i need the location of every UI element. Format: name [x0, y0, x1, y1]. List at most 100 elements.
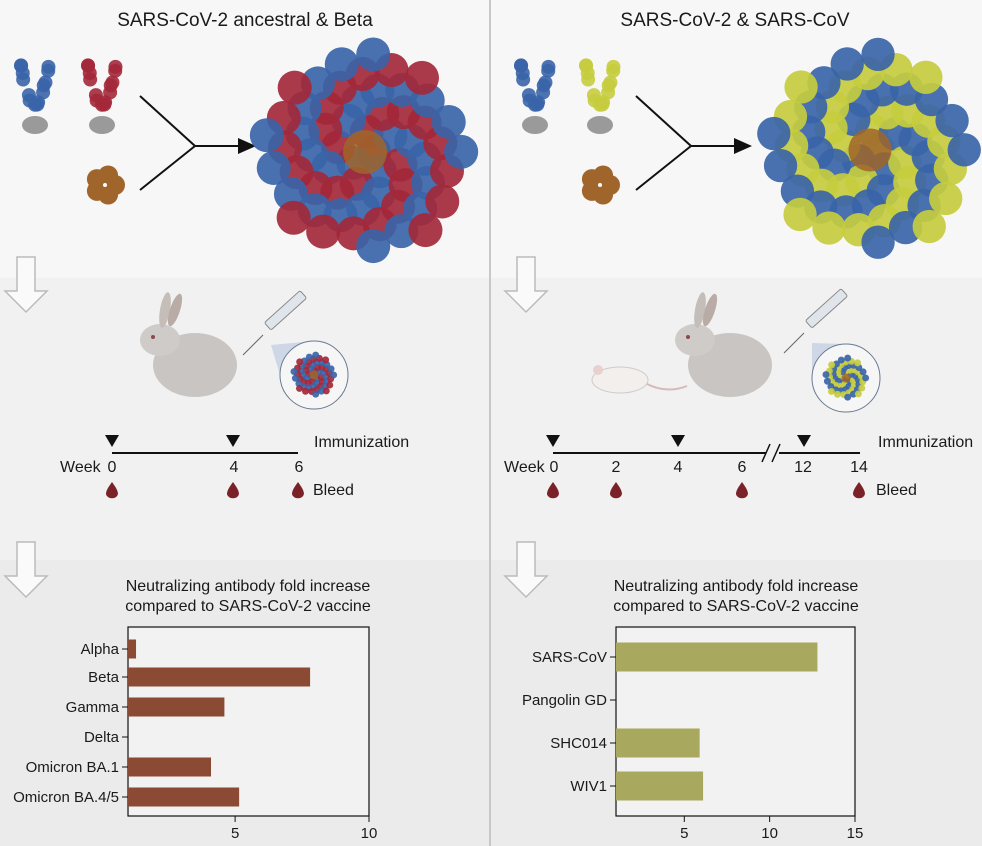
scaffold-blob: [593, 165, 614, 186]
mouse-tail: [646, 383, 688, 391]
particle-blob: [322, 356, 330, 364]
immunization-label-left: Immunization: [314, 434, 410, 451]
particle-core: [848, 128, 892, 172]
particle-blob: [249, 118, 284, 153]
particle-blob: [823, 377, 831, 385]
bar-beta: [128, 667, 311, 687]
particle-blob: [296, 358, 304, 366]
particle-blob: [854, 359, 862, 367]
particle-blob: [784, 70, 818, 104]
syringe-barrel: [805, 288, 848, 328]
particle-blob: [295, 384, 303, 392]
spike-blob: [16, 72, 31, 87]
spike-blob: [41, 59, 56, 74]
particle-blob: [384, 214, 419, 249]
scaffold-center: [598, 183, 602, 187]
spike-blob: [581, 72, 596, 87]
spike-blob: [595, 97, 610, 112]
particle-blob: [291, 374, 299, 382]
y-tick-label: Gamma: [66, 699, 120, 716]
particle-blob: [849, 390, 857, 398]
week-prefix-right: Week: [504, 459, 545, 476]
y-tick-label: SHC014: [550, 735, 607, 752]
immunization-marker-icon: [797, 435, 811, 447]
merge-line: [635, 95, 736, 191]
particle-blob: [306, 214, 341, 249]
particle-blob: [929, 181, 963, 216]
immunization-marker-icon: [671, 435, 685, 447]
nanoparticle-inset: [290, 351, 338, 398]
week-label: 0: [549, 459, 559, 476]
particle-blob: [757, 116, 791, 151]
y-tick-label: Beta: [88, 669, 120, 686]
particle-blob: [822, 371, 830, 379]
panel-title-left: SARS-CoV-2 ancestral & Beta: [117, 10, 373, 31]
particle-blob: [830, 47, 864, 81]
panel-divider: [489, 0, 491, 846]
scaffold-blob: [98, 165, 119, 186]
bleed-label-right: Bleed: [876, 482, 917, 499]
spike-blob: [516, 72, 531, 87]
rabbit-icon: [140, 292, 237, 397]
down-arrow-icon: [503, 256, 549, 314]
immunization-marker-icon: [546, 435, 560, 447]
particle-blob: [276, 200, 311, 235]
spike-blob: [521, 88, 536, 103]
particle-blob: [861, 37, 895, 72]
rabbit-ear: [694, 292, 706, 328]
mouse-icon: [591, 365, 688, 394]
bleed-drop-icon: [610, 482, 622, 499]
base-icon: [22, 116, 48, 134]
particle-blob: [425, 184, 460, 219]
ancestral-spike-icon: [514, 58, 556, 134]
particle-blob: [947, 133, 981, 167]
rabbit-eye: [686, 335, 690, 339]
spike-blob: [530, 97, 545, 112]
particle-core: [841, 373, 851, 383]
rabbit-head: [140, 324, 180, 356]
spike-blob: [36, 78, 51, 93]
particle-blob: [812, 211, 846, 245]
y-tick-label: Omicron BA.1: [26, 759, 119, 776]
rabbit-eye: [151, 335, 155, 339]
particle-blob: [862, 374, 870, 382]
particle-blob: [322, 387, 330, 395]
base-icon: [522, 116, 548, 134]
chart-title-line: compared to SARS-CoV-2 vaccine: [125, 598, 371, 615]
particle-blob: [859, 368, 867, 376]
scaffold-icon: [581, 165, 620, 205]
bar-omicron-ba-1: [128, 757, 212, 777]
particle-blob: [783, 197, 817, 232]
spike-blob: [81, 58, 96, 73]
spike-blob: [586, 88, 601, 103]
particle-blob: [312, 351, 320, 359]
week-label: 4: [673, 459, 683, 476]
x-tick-label: 10: [361, 825, 378, 842]
particle-blob: [935, 103, 969, 138]
y-tick-label: Delta: [84, 729, 120, 746]
panel-title-right: SARS-CoV-2 & SARS-CoV: [620, 10, 850, 31]
particle-blob: [277, 70, 312, 105]
chart-title-line: Neutralizing antibody fold increase: [125, 578, 371, 595]
mouse-body: [591, 366, 649, 394]
rabbit-head: [675, 324, 715, 356]
bar-gamma: [128, 697, 225, 717]
spike-blob: [579, 58, 594, 73]
plot-area: [127, 626, 370, 817]
spike-blob: [83, 72, 98, 87]
spike-blob: [103, 78, 118, 93]
particle-blob: [431, 104, 466, 139]
spike-blob: [97, 97, 112, 112]
rabbit-ear: [159, 292, 171, 328]
down-arrow-icon: [3, 541, 49, 599]
particle-blob: [312, 390, 320, 398]
particle-blob: [356, 229, 391, 264]
down-arrow-icon: [3, 256, 49, 314]
x-tick-label: 5: [680, 825, 688, 842]
particle-blob: [330, 371, 338, 379]
week-label: 6: [294, 459, 304, 476]
particle-blob: [827, 387, 835, 395]
chart-title-right: Neutralizing antibody fold increase comp…: [586, 577, 886, 617]
